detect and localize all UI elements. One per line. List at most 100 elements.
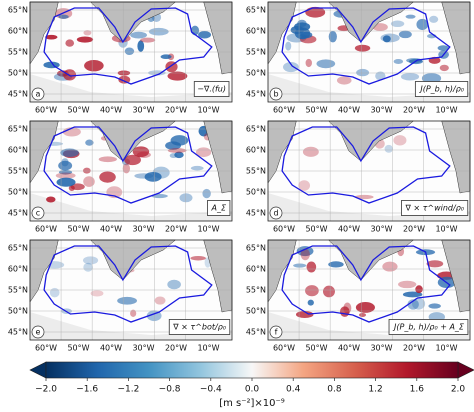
anomaly xyxy=(343,302,352,314)
lon-label: 30°W xyxy=(132,106,154,115)
lat-label: 65°N xyxy=(8,6,28,15)
lat-label: 55°N xyxy=(246,167,266,176)
anomaly xyxy=(190,165,204,171)
anomaly xyxy=(198,30,212,39)
lat-label: 45°N xyxy=(8,209,28,218)
gyre-contour xyxy=(281,7,451,85)
anomaly xyxy=(382,35,391,43)
anomaly xyxy=(398,30,412,39)
shelf xyxy=(268,193,470,221)
anomaly xyxy=(356,68,370,77)
panel-letter: b xyxy=(273,90,278,99)
panel-frame xyxy=(267,239,471,341)
anomaly xyxy=(179,193,193,203)
anomaly xyxy=(429,15,439,23)
anomaly xyxy=(375,71,386,81)
anomaly xyxy=(305,58,312,68)
anomaly xyxy=(137,40,145,52)
anomaly xyxy=(136,151,151,158)
anomaly xyxy=(290,25,305,35)
lat-label: 65°N xyxy=(246,125,266,134)
anomaly xyxy=(45,34,58,40)
anomaly xyxy=(76,36,94,43)
anomaly xyxy=(393,135,407,146)
anomaly xyxy=(398,280,417,289)
gyre-contour xyxy=(281,126,451,204)
lon-label: 40°W xyxy=(100,225,122,234)
anomaly xyxy=(174,151,184,159)
anomaly xyxy=(130,309,137,318)
anomaly xyxy=(296,246,314,257)
lon-label: 60°W xyxy=(273,344,295,353)
anomaly xyxy=(439,64,449,72)
panel-letter: a xyxy=(36,90,41,99)
anomaly xyxy=(354,44,371,52)
panel-frame xyxy=(29,1,233,103)
panel-letter: e xyxy=(36,328,41,337)
anomaly xyxy=(307,299,314,306)
colorbar-tick-label: 1.2 xyxy=(368,385,382,395)
anomaly xyxy=(428,303,441,309)
shelf xyxy=(30,193,232,221)
colorbar-extend-high xyxy=(457,361,474,379)
colorbar-extend-low xyxy=(29,361,47,379)
shelf xyxy=(30,312,232,340)
anomaly xyxy=(65,39,75,47)
anomaly xyxy=(46,196,56,203)
panel-label: A_Σ xyxy=(210,204,226,213)
colorbar-tick-label: 1.6 xyxy=(410,385,425,395)
panel-letter: c xyxy=(36,209,40,218)
lat-label: 50°N xyxy=(246,69,266,78)
anomaly xyxy=(167,148,187,153)
lon-label: 30°W xyxy=(132,344,154,353)
anomaly xyxy=(55,172,76,179)
anomaly xyxy=(58,14,69,19)
lon-label: 60°W xyxy=(35,225,57,234)
anomaly xyxy=(68,185,75,191)
map-panel: 65°N 60°N 55°N 50°N 45°N 60°W 50°W 40°W 30°W 20°W… xyxy=(246,1,471,115)
lon-label: 20°W xyxy=(165,106,187,115)
anomaly xyxy=(354,194,374,200)
panel-frame xyxy=(29,120,233,222)
panel-letter-circle xyxy=(31,325,45,339)
label-box xyxy=(193,81,230,97)
lat-label: 45°N xyxy=(8,328,28,337)
lon-label: 30°W xyxy=(370,225,392,234)
anomaly xyxy=(82,167,91,174)
lat-label: 60°N xyxy=(246,27,266,36)
lat-label: 60°N xyxy=(8,27,28,36)
anomaly xyxy=(302,146,319,157)
anomaly xyxy=(49,287,60,298)
anomaly xyxy=(167,279,181,290)
anomaly xyxy=(170,135,189,146)
lon-label: 60°W xyxy=(273,106,295,115)
lat-label: 50°N xyxy=(8,69,28,78)
colorbar-tick-label: −0.4 xyxy=(200,385,222,395)
lon-label: 20°W xyxy=(403,106,425,115)
anomaly xyxy=(407,299,419,310)
lon-label: 50°W xyxy=(305,225,327,234)
anomaly xyxy=(124,154,141,166)
panel-frame xyxy=(267,1,471,103)
lon-label: 30°W xyxy=(370,106,392,115)
lon-label: 20°W xyxy=(403,225,425,234)
gyre-contour xyxy=(43,7,213,85)
anomaly xyxy=(148,27,169,36)
anomaly xyxy=(305,285,319,297)
lon-label: 40°W xyxy=(100,106,122,115)
anomaly xyxy=(132,146,150,158)
lon-label: 40°W xyxy=(338,225,360,234)
gyre-contour xyxy=(43,126,213,204)
shelf xyxy=(30,74,232,102)
map-panel: 65°N 60°N 55°N 50°N 45°N 60°W 50°W 40°W 30°W 20°W… xyxy=(8,1,233,115)
anomaly xyxy=(90,290,104,297)
shelf xyxy=(268,312,470,340)
colorbar-tick-label: 2.0 xyxy=(451,385,466,395)
anomaly xyxy=(82,256,99,265)
lat-label: 50°N xyxy=(246,188,266,197)
anomaly xyxy=(400,72,420,81)
lat-label: 60°N xyxy=(8,146,28,155)
anomaly xyxy=(355,301,375,313)
anomaly xyxy=(322,285,335,298)
panel-label: ∇ × τ^bot/ρ₀ xyxy=(172,323,227,332)
